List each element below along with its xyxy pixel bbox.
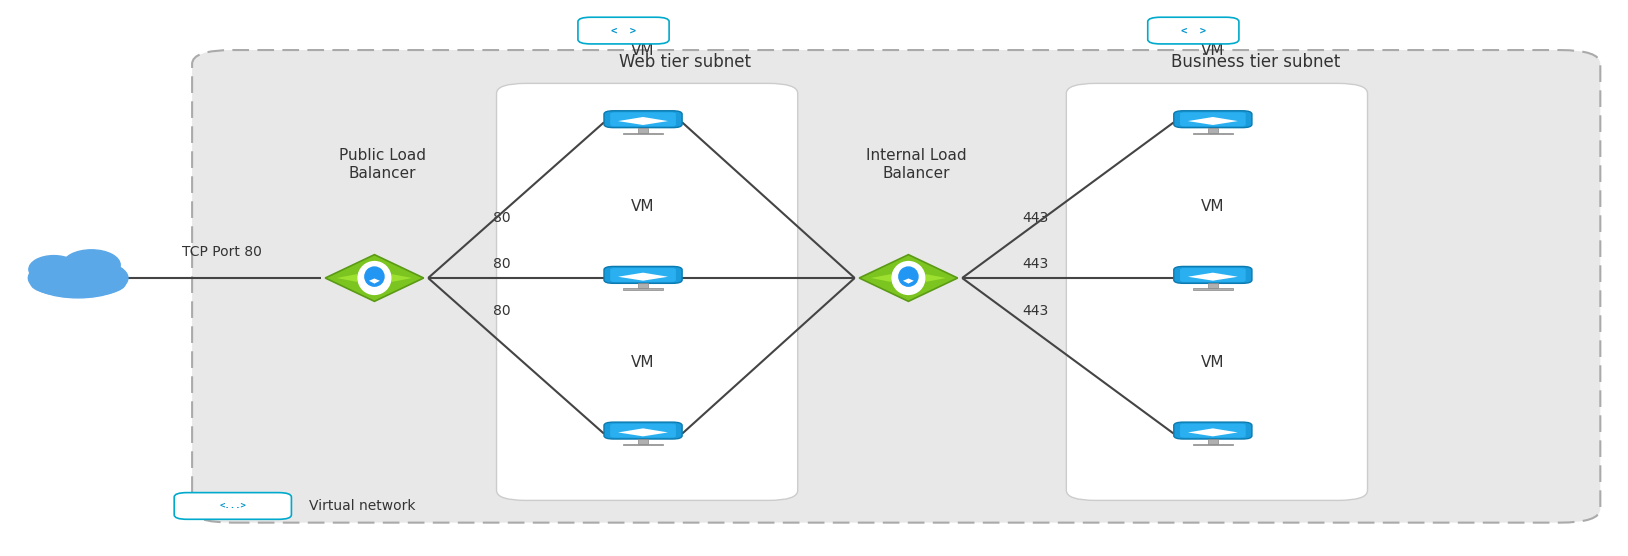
FancyBboxPatch shape [610, 424, 676, 438]
FancyBboxPatch shape [1148, 17, 1239, 44]
Bar [1208, 439, 1218, 444]
Ellipse shape [31, 271, 125, 296]
Polygon shape [895, 287, 921, 296]
Bar [1193, 289, 1232, 290]
Polygon shape [904, 279, 913, 284]
Polygon shape [326, 255, 423, 301]
Bar [638, 439, 648, 444]
Bar [1208, 284, 1218, 289]
Text: VM: VM [632, 355, 654, 370]
Text: <  >: < > [610, 26, 637, 36]
Text: 80: 80 [493, 304, 510, 318]
Text: TCP Port 80: TCP Port 80 [182, 245, 262, 259]
Ellipse shape [62, 250, 120, 280]
Polygon shape [871, 274, 892, 282]
FancyBboxPatch shape [610, 268, 676, 282]
Text: VM: VM [1201, 43, 1224, 58]
FancyBboxPatch shape [1180, 424, 1245, 438]
Ellipse shape [28, 258, 129, 298]
FancyBboxPatch shape [1066, 83, 1368, 500]
Text: Business tier subnet: Business tier subnet [1171, 53, 1340, 71]
FancyBboxPatch shape [1174, 422, 1252, 439]
Polygon shape [370, 279, 379, 284]
Bar [624, 133, 663, 134]
FancyBboxPatch shape [1180, 268, 1245, 282]
Polygon shape [619, 272, 667, 281]
FancyBboxPatch shape [1174, 266, 1252, 284]
FancyBboxPatch shape [578, 17, 669, 44]
Bar [1208, 128, 1218, 133]
Polygon shape [361, 287, 387, 296]
Polygon shape [361, 260, 387, 269]
Ellipse shape [358, 261, 391, 295]
Text: <  >: < > [1180, 26, 1206, 36]
Polygon shape [860, 255, 957, 301]
Text: 443: 443 [1022, 257, 1048, 271]
Ellipse shape [29, 256, 78, 283]
Text: Virtual network: Virtual network [309, 499, 415, 513]
FancyBboxPatch shape [604, 266, 682, 284]
Ellipse shape [365, 267, 384, 286]
Text: VM: VM [632, 199, 654, 214]
Bar [624, 444, 663, 445]
FancyBboxPatch shape [1174, 111, 1252, 128]
Polygon shape [619, 117, 667, 125]
Polygon shape [392, 274, 412, 282]
Text: Internal Load
Balancer: Internal Load Balancer [866, 148, 967, 181]
Text: 80: 80 [493, 257, 510, 271]
FancyBboxPatch shape [192, 50, 1600, 523]
Polygon shape [1188, 272, 1237, 281]
Polygon shape [925, 274, 946, 282]
Text: 443: 443 [1022, 211, 1048, 225]
Text: VM: VM [1201, 199, 1224, 214]
Text: 80: 80 [493, 211, 510, 225]
Text: 443: 443 [1022, 304, 1048, 318]
Ellipse shape [892, 261, 925, 295]
Text: Web tier subnet: Web tier subnet [619, 53, 752, 71]
Text: VM: VM [632, 43, 654, 58]
Polygon shape [1188, 428, 1237, 436]
FancyBboxPatch shape [174, 493, 291, 519]
FancyBboxPatch shape [604, 422, 682, 439]
Polygon shape [337, 274, 358, 282]
Text: Public Load
Balancer: Public Load Balancer [339, 148, 427, 181]
Text: VM: VM [1201, 355, 1224, 370]
Text: <...>: <...> [220, 502, 246, 510]
Polygon shape [895, 260, 921, 269]
Bar [1193, 133, 1232, 134]
Ellipse shape [899, 267, 918, 286]
FancyBboxPatch shape [604, 111, 682, 128]
Bar [1193, 444, 1232, 445]
Polygon shape [1188, 117, 1237, 125]
Polygon shape [619, 428, 667, 436]
Bar [638, 284, 648, 289]
FancyBboxPatch shape [497, 83, 798, 500]
Bar [624, 289, 663, 290]
FancyBboxPatch shape [610, 112, 676, 126]
FancyBboxPatch shape [1180, 112, 1245, 126]
Bar [638, 128, 648, 133]
